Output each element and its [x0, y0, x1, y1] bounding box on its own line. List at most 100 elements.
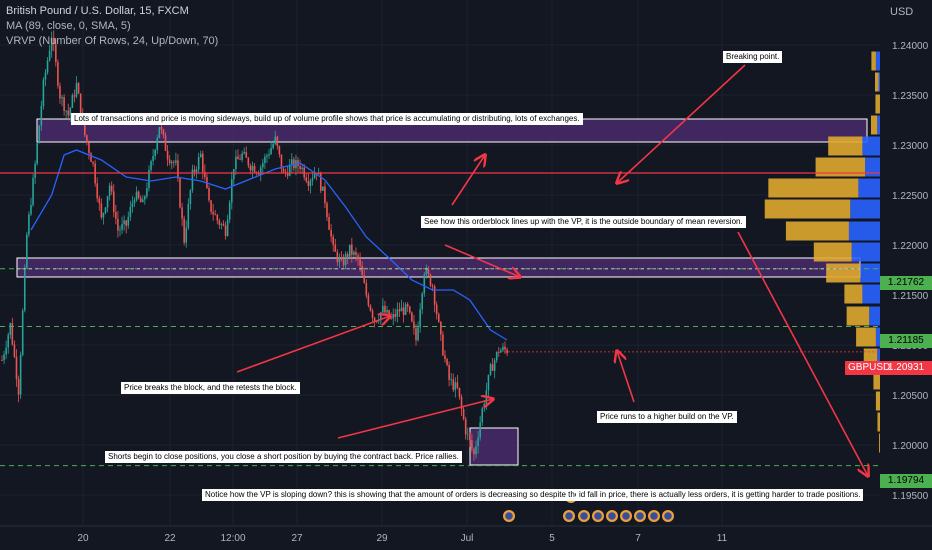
- candle-body: [44, 72, 47, 80]
- candle-body: [251, 165, 254, 171]
- candle-body: [241, 153, 243, 160]
- vp-bar-down: [875, 94, 880, 114]
- candle-body: [36, 143, 38, 164]
- candle-body: [386, 310, 388, 313]
- candle-body: [301, 167, 303, 169]
- candle-body: [495, 351, 498, 361]
- candle-body: [299, 166, 301, 169]
- candle-body: [249, 165, 252, 171]
- current-price-tag: 1.20931: [880, 361, 932, 375]
- candle-body: [264, 156, 266, 163]
- candle-body: [150, 161, 152, 171]
- vrvp-indicator-label[interactable]: VRVP (Number Of Rows, 24, Up/Down, 70): [6, 35, 219, 47]
- candle-body: [266, 155, 268, 157]
- vp-bar-down: [870, 115, 878, 135]
- candle-body: [42, 79, 45, 107]
- y-tick-label: 1.21500: [892, 291, 929, 302]
- candle-body: [460, 396, 463, 410]
- candle-body: [471, 440, 473, 449]
- candle-body: [442, 334, 444, 356]
- candle-body: [162, 129, 165, 136]
- candle-body: [164, 135, 167, 151]
- candle-body: [293, 159, 295, 169]
- candle-body: [392, 314, 395, 319]
- candle-body: [247, 157, 250, 166]
- candle-body: [317, 173, 320, 175]
- candle-body: [193, 169, 196, 172]
- candle-body: [286, 172, 289, 176]
- candle-body: [419, 309, 421, 328]
- highlight-zone: [16, 257, 861, 278]
- candle-body: [48, 50, 51, 61]
- candle-body: [311, 178, 314, 181]
- candle-body: [21, 310, 24, 355]
- candle-body: [106, 196, 109, 208]
- ma-line: [30, 149, 508, 341]
- candle-body: [464, 419, 467, 435]
- candle-body: [185, 227, 188, 243]
- annotation-arrow: [337, 399, 493, 439]
- candle-body: [63, 97, 65, 111]
- candle-body: [328, 217, 330, 230]
- vp-bar-down: [764, 199, 851, 219]
- candle-body: [135, 191, 138, 201]
- candle-body: [448, 364, 450, 380]
- candle-body: [222, 224, 225, 226]
- candle-body: [427, 268, 430, 275]
- vp-bar-up: [851, 242, 884, 262]
- candle-body: [121, 224, 123, 230]
- vp-bar-down: [856, 327, 876, 347]
- candle-body: [32, 177, 34, 206]
- annotation-arrow: [617, 64, 746, 183]
- candle-body: [9, 323, 12, 335]
- candle-body: [332, 236, 334, 245]
- x-tick-label: Jul: [461, 533, 474, 544]
- candle-body: [396, 309, 399, 317]
- candle-body: [270, 147, 272, 155]
- candle-body: [425, 268, 428, 275]
- candle-body: [483, 403, 486, 409]
- candle-body: [359, 259, 361, 266]
- candle-body: [477, 437, 479, 447]
- vp-bar-up: [862, 136, 884, 156]
- candle-body: [446, 359, 448, 365]
- candle-body: [365, 282, 368, 296]
- candle-body: [57, 62, 59, 86]
- candle-body: [466, 433, 469, 435]
- candle-body: [86, 135, 88, 143]
- vp-bar-up: [865, 157, 884, 177]
- candle-body: [454, 382, 457, 390]
- candle-body: [3, 354, 5, 361]
- y-tick-label: 1.23000: [892, 141, 929, 152]
- candle-body: [413, 321, 415, 329]
- candle-body: [479, 422, 481, 438]
- candle-body: [305, 177, 308, 182]
- event-flag-inner: [594, 512, 602, 520]
- candle-body: [123, 220, 125, 225]
- event-flag-inner: [650, 512, 658, 520]
- vp-bar-down: [785, 221, 849, 241]
- vp-bar-up: [848, 221, 884, 241]
- y-tick-label: 1.24000: [892, 41, 929, 52]
- event-flag-inner: [565, 512, 573, 520]
- candle-body: [431, 285, 434, 287]
- event-flag-inner: [505, 512, 513, 520]
- vp-bar-down: [768, 178, 859, 198]
- candle-body: [15, 356, 18, 380]
- candle-body: [473, 448, 475, 455]
- candle-body: [177, 160, 179, 179]
- candle-body: [330, 229, 332, 237]
- candle-body: [235, 156, 237, 169]
- ma-indicator-label[interactable]: MA (89, close, 0, SMA, 5): [6, 20, 131, 32]
- candle-body: [115, 212, 117, 219]
- candle-body: [322, 186, 324, 191]
- candle-body: [400, 307, 403, 312]
- candle-body: [208, 188, 210, 201]
- candle-body: [437, 314, 440, 322]
- candle-body: [498, 351, 500, 353]
- candle-body: [313, 173, 316, 179]
- candle-body: [148, 170, 150, 189]
- vp-bar-down: [875, 72, 879, 92]
